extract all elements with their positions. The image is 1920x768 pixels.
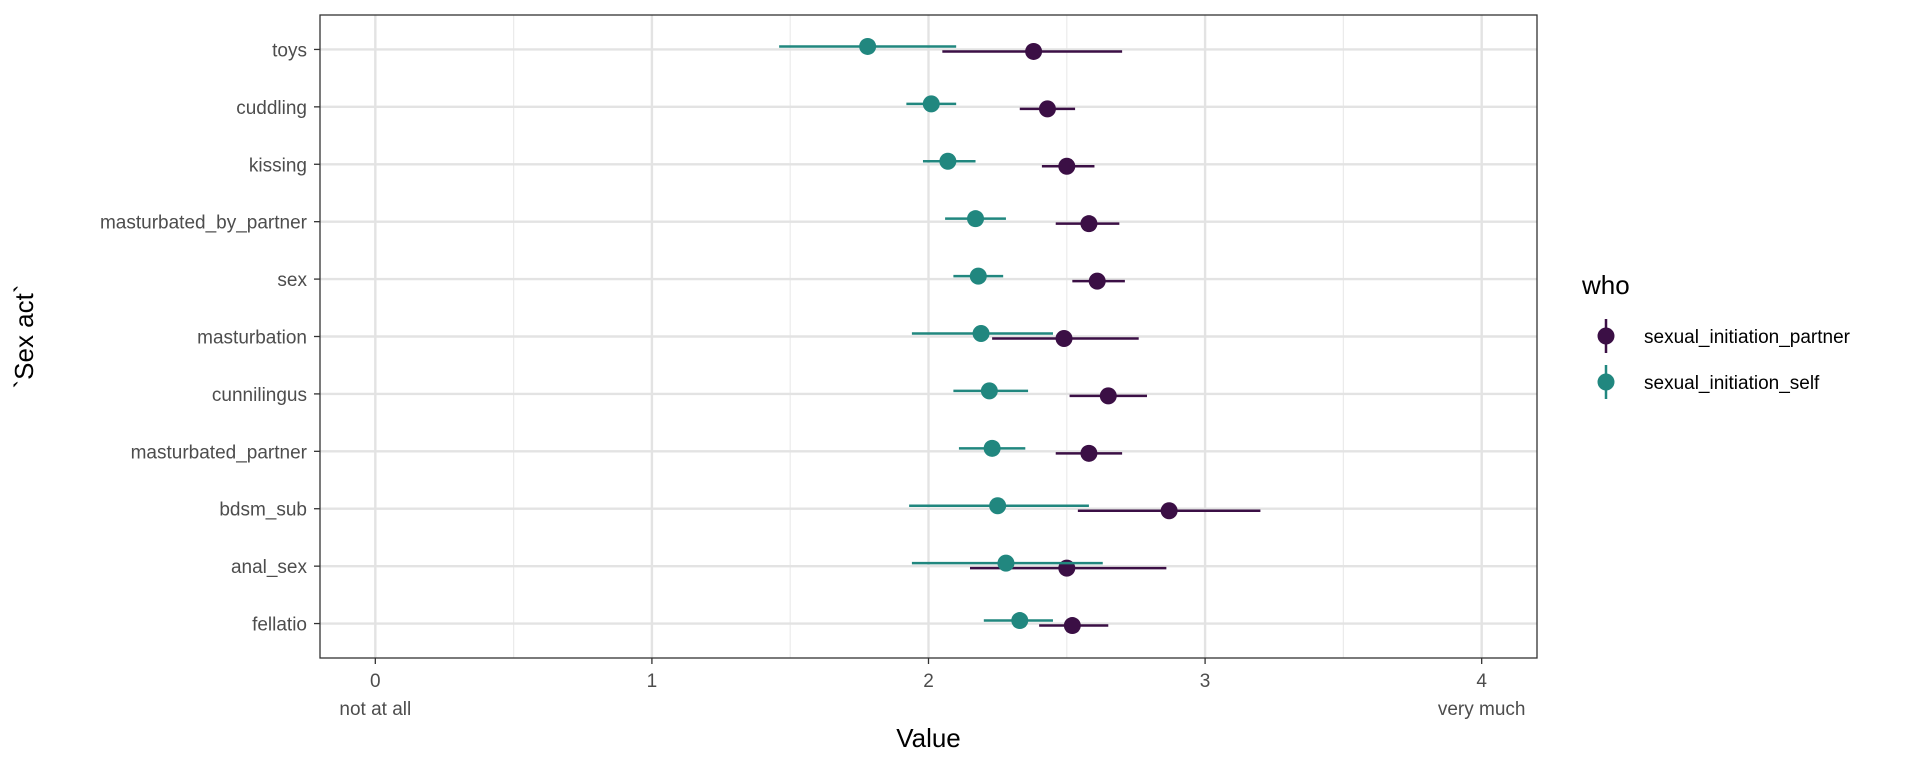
y-tick-label: toys	[272, 40, 307, 61]
series-sexual_initiation_self	[779, 37, 1103, 630]
data-point	[1058, 157, 1076, 175]
legend-key-point	[1597, 327, 1615, 345]
data-point	[1025, 42, 1043, 60]
x-tick-label: 2	[923, 671, 934, 692]
legend: who sexual_initiation_partner sexual_init…	[1581, 270, 1851, 399]
data-point	[967, 210, 985, 228]
legend-key-point	[1597, 373, 1615, 391]
y-axis: toys cuddling kissing masturbated_by_partne…	[100, 40, 320, 636]
y-tick-label: sex	[277, 270, 307, 291]
x-tick-label: 1	[647, 671, 658, 692]
y-tick-label: bdsm_sub	[219, 500, 307, 521]
data-point	[859, 37, 877, 55]
y-tick-label: cunnilingus	[212, 385, 307, 406]
data-point	[1063, 617, 1081, 635]
y-tick-label: masturbated_by_partner	[100, 213, 308, 234]
x-axis: 0 1 2 3 4 not at all very much	[339, 658, 1526, 720]
y-tick-label: fellatio	[252, 615, 307, 636]
legend-title: who	[1581, 270, 1630, 300]
x-tick-sublabel: very much	[1438, 699, 1526, 720]
x-tick-label: 4	[1476, 671, 1487, 692]
data-point	[1038, 100, 1056, 118]
data-point	[1055, 330, 1073, 347]
data-point	[972, 325, 990, 342]
data-point	[1011, 612, 1029, 630]
data-point	[1080, 444, 1098, 462]
y-tick-label: masturbation	[197, 328, 307, 349]
legend-label: sexual_initiation_partner	[1644, 327, 1851, 348]
legend-item: sexual_initiation_partner	[1597, 319, 1851, 353]
legend-label: sexual_initiation_self	[1644, 373, 1820, 394]
x-tick-label: 3	[1200, 671, 1211, 692]
x-tick-sublabel: not at all	[339, 699, 411, 720]
gridlines	[320, 15, 1537, 658]
data-point	[983, 439, 1001, 457]
y-tick-label: masturbated_partner	[131, 442, 308, 463]
data-point	[969, 267, 987, 285]
x-axis-title: Value	[896, 723, 961, 753]
y-tick-label: anal_sex	[231, 557, 308, 578]
data-point	[1080, 215, 1098, 233]
x-tick-label: 0	[370, 671, 381, 692]
data-point	[1099, 387, 1117, 405]
legend-item: sexual_initiation_self	[1597, 365, 1820, 399]
data-point	[1160, 502, 1178, 520]
data-point	[997, 554, 1015, 572]
y-axis-title: `Sex act`	[9, 284, 39, 388]
data-point	[980, 382, 998, 400]
data-point	[939, 152, 957, 170]
data-point	[1088, 272, 1106, 290]
y-tick-label: kissing	[249, 155, 307, 176]
chart-marks	[779, 37, 1261, 635]
data-point	[922, 95, 940, 113]
data-point	[989, 497, 1007, 515]
series-sexual_initiation_partner	[942, 42, 1261, 635]
y-tick-label: cuddling	[236, 98, 307, 119]
